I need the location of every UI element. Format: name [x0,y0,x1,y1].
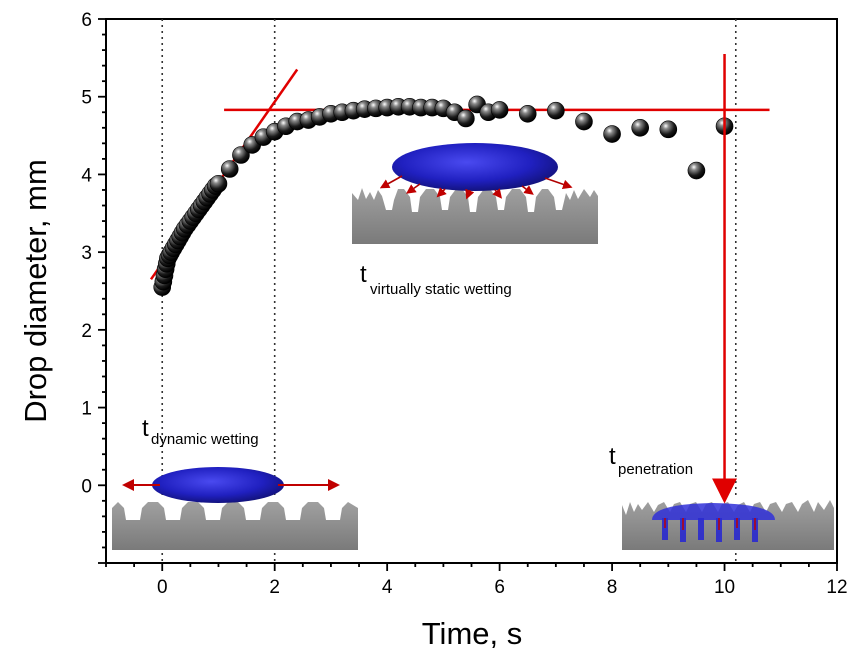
annotation-dynamic-t: t [142,415,149,442]
x-tick-label: 4 [382,577,393,598]
x-tick-label: 10 [714,577,735,598]
porous-surface-dynamic [112,502,358,550]
y-axis-title: Drop diameter, mm [18,159,53,423]
annotation-penetration-t: t [609,443,616,470]
y-tick-label: 4 [81,165,92,186]
drop-static [392,143,558,191]
annotation-dynamic-sub: dynamic wetting [151,431,259,448]
x-tick-label: 2 [269,577,280,598]
drop-dynamic [152,467,284,503]
y-tick-label: 3 [81,243,92,264]
data-point [659,120,678,139]
porous-surface-static [352,188,598,244]
data-point [232,146,250,164]
data-point [575,112,593,131]
annotation-static-t: t [360,261,367,288]
data-point [490,101,509,119]
data-point [209,174,228,193]
x-tick-label: 8 [607,577,618,598]
data-point [547,101,565,120]
y-tick-label: 2 [81,321,92,342]
data-point [631,119,649,137]
y-tick-label: 1 [81,399,92,420]
x-axis-title: Time, s [422,616,522,651]
x-tick-label: 12 [826,577,847,598]
data-point [220,160,239,178]
data-point [518,105,537,123]
y-tick-label: 0 [81,476,92,497]
annotation-static-sub: virtually static wetting [370,281,512,298]
x-tick-label: 6 [494,577,505,598]
y-tick-label: 6 [81,10,92,31]
x-tick-label: 0 [157,577,168,598]
inset-dynamic-wetting [110,467,362,550]
y-tick-label: 5 [81,88,92,109]
inset-static-wetting [350,143,600,244]
data-point [687,161,706,180]
inset-penetration [620,498,836,550]
annotation-penetration-sub: penetration [618,461,693,478]
data-point [457,109,475,128]
data-point [603,125,621,143]
drop-penetration [652,503,775,520]
